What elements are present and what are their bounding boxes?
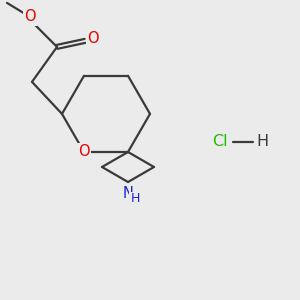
Text: H: H [130, 193, 140, 206]
Text: N: N [123, 185, 134, 200]
Text: Cl: Cl [212, 134, 228, 149]
Text: O: O [24, 9, 36, 24]
Text: O: O [78, 145, 90, 160]
Text: H: H [256, 134, 268, 149]
Text: O: O [87, 32, 99, 46]
